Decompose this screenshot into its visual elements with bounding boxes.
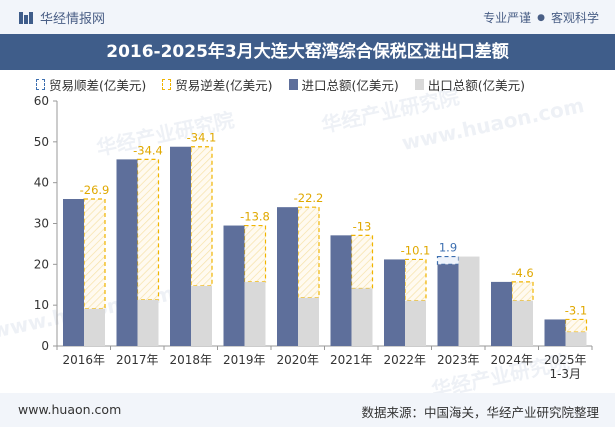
export-bar	[137, 299, 159, 346]
balance-data-label: -22.2	[294, 191, 324, 205]
chart-title: 2016-2025年3月大连大窑湾综合保税区进出口差额	[106, 42, 509, 62]
balance-data-label: -34.1	[187, 131, 217, 145]
import-bar	[330, 235, 352, 346]
export-bar	[351, 288, 373, 346]
legend-item-deficit[interactable]: 贸易逆差(亿美元)	[162, 75, 273, 94]
import-bar	[223, 225, 245, 346]
bar-chart: 0 10 20 30 40 50 60 -26.9 2016年 -34.4 2017年 -34.1 20…	[34, 94, 593, 381]
balance-data-label: -13	[353, 219, 372, 233]
balance-data-label: -10.1	[401, 243, 431, 257]
balance-bar	[136, 158, 160, 301]
export-bar	[565, 332, 587, 346]
legend-swatch-export	[414, 79, 424, 90]
y-tick-label: 40	[34, 176, 49, 190]
balance-bar	[511, 281, 534, 302]
balance-data-label: -4.6	[511, 266, 533, 280]
import-bar	[277, 207, 298, 346]
export-bar	[244, 281, 266, 346]
export-bar	[458, 256, 480, 346]
legend-label-surplus: 贸易顺差(亿美元)	[49, 78, 147, 93]
legend-label-deficit: 贸易逆差(亿美元)	[175, 78, 273, 93]
brand[interactable]: 华经情报网	[18, 8, 105, 27]
balance-bar	[243, 224, 267, 283]
legend: 贸易顺差(亿美元) 贸易逆差(亿美元) 进口总额(亿美元) 出口总额(亿美元)	[36, 75, 525, 94]
huajing-logo-icon	[19, 11, 33, 24]
x-tick-label: 2021年	[330, 353, 373, 367]
x-tick-label: 2017年	[116, 353, 159, 367]
import-bar	[437, 264, 459, 346]
x-tick-label: 2022年	[383, 353, 426, 367]
header-bar: 华经情报网 专业严谨 ● 客观科学	[0, 0, 615, 34]
footer-website[interactable]: www.huaon.com	[18, 402, 122, 417]
export-bar	[191, 285, 212, 346]
tag-professional: 专业严谨	[483, 11, 532, 25]
brand-name: 华经情报网	[40, 12, 106, 27]
balance-bar	[350, 234, 374, 290]
header-tags: 专业严谨 ● 客观科学	[483, 9, 599, 26]
balance-data-label: -3.1	[565, 303, 587, 317]
legend-item-surplus[interactable]: 贸易顺差(亿美元)	[36, 75, 146, 94]
title-bar: 2016-2025年3月大连大窑湾综合保税区进出口差额	[0, 34, 615, 70]
balance-bar	[436, 255, 460, 265]
legend-label-export: 出口总额(亿美元)	[427, 78, 526, 93]
footer-bar: www.huaon.com 数据来源：中国海关，华经产业研究院整理	[0, 393, 615, 427]
import-bar	[384, 259, 405, 346]
legend-swatch-surplus	[36, 79, 45, 90]
legend-label-import: 进口总额(亿美元)	[301, 78, 399, 93]
balance-data-label: -26.9	[80, 183, 110, 197]
import-bar	[170, 146, 191, 346]
balance-bar	[190, 146, 213, 287]
x-tick-label: 2023年	[437, 353, 480, 367]
export-bar	[298, 297, 319, 346]
export-bar	[405, 300, 426, 346]
balance-bar	[404, 258, 427, 302]
y-tick-label: 20	[34, 257, 49, 271]
y-tick-label: 60	[34, 94, 49, 108]
balance-bar	[564, 318, 588, 333]
export-bar	[84, 308, 105, 346]
legend-item-import[interactable]: 进口总额(亿美元)	[288, 75, 399, 94]
y-tick-label: 30	[34, 217, 49, 231]
balance-bar	[83, 198, 106, 310]
x-tick-label: 2018年	[169, 353, 212, 367]
x-tick-label: 2016年	[62, 353, 105, 367]
balance-data-label: -34.4	[133, 143, 163, 157]
y-tick-label: 50	[34, 135, 49, 149]
balance-bar	[297, 206, 320, 299]
balance-data-label: -13.8	[240, 210, 270, 224]
export-bar	[512, 300, 533, 346]
import-bar	[63, 199, 84, 346]
footer-source: 数据来源：中国海关，华经产业研究院整理	[361, 405, 599, 420]
x-tick-label: 2025年	[544, 353, 587, 367]
import-bar	[491, 281, 512, 346]
legend-swatch-import	[288, 79, 298, 90]
x-tick-label: 2020年	[276, 353, 319, 367]
x-tick-label: 1-3月	[549, 367, 581, 381]
import-bar	[544, 319, 566, 346]
legend-item-export[interactable]: 出口总额(亿美元)	[414, 75, 526, 94]
import-bar	[116, 159, 138, 346]
balance-data-label: 1.9	[439, 241, 457, 255]
legend-swatch-deficit	[162, 79, 172, 90]
x-tick-label: 2019年	[223, 353, 266, 367]
tag-objective: 客观科学	[550, 11, 599, 25]
bullet-icon: ●	[537, 12, 545, 23]
y-tick-label: 10	[34, 298, 49, 312]
y-tick-label: 0	[41, 339, 49, 353]
x-tick-label: 2024年	[490, 353, 533, 367]
